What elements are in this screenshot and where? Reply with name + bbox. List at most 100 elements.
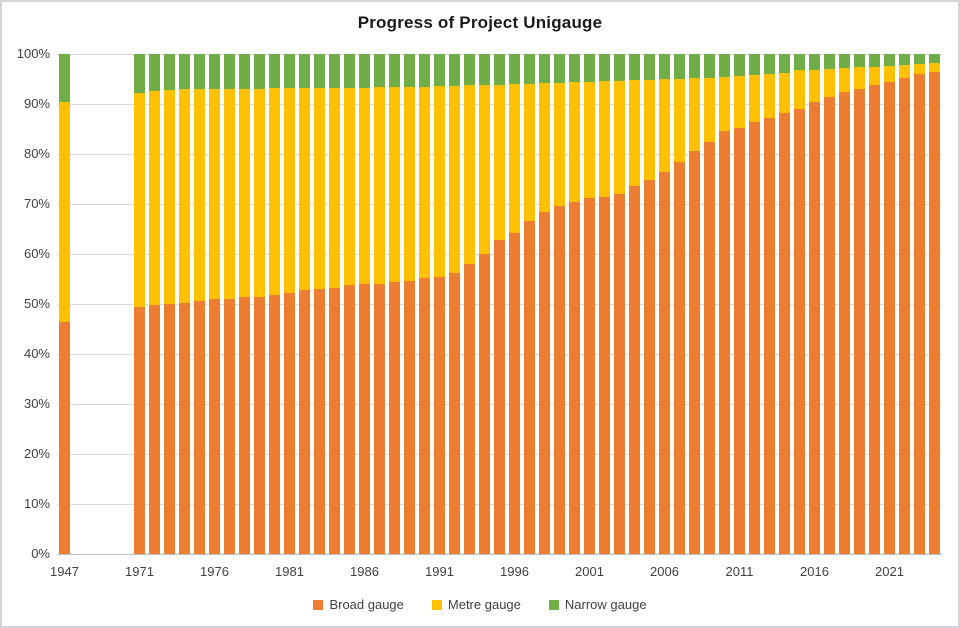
- bar-1984-metre-gauge: [329, 87, 340, 288]
- bar-2017-metre-gauge: [824, 68, 835, 97]
- bar-2005-metre-gauge: [644, 79, 655, 180]
- bar-1985-metre-gauge: [344, 87, 355, 285]
- bar-1971: [134, 54, 145, 554]
- bar-1996: [509, 54, 520, 554]
- bar-1979: [254, 54, 265, 554]
- x-tick-label-1981: 1981: [275, 564, 304, 579]
- bar-2020: [869, 54, 880, 554]
- bar-2000-broad-gauge: [569, 202, 580, 554]
- bar-2023-metre-gauge: [914, 64, 925, 74]
- bar-1974-metre-gauge: [179, 89, 190, 303]
- bar-2000-metre-gauge: [569, 82, 580, 202]
- x-tick-label-1986: 1986: [350, 564, 379, 579]
- bar-1994-metre-gauge: [479, 84, 490, 254]
- bar-2002: [599, 54, 610, 554]
- x-tick-label-1947: 1947: [50, 564, 79, 579]
- bar-2016-narrow-gauge: [809, 54, 820, 70]
- bar-2012-broad-gauge: [749, 122, 760, 554]
- bar-2003-narrow-gauge: [614, 54, 625, 81]
- bar-1990-broad-gauge: [419, 278, 430, 554]
- legend-label-metre-gauge: Metre gauge: [447, 597, 521, 612]
- bar-1985-narrow-gauge: [344, 54, 355, 88]
- bar-1982-broad-gauge: [299, 290, 310, 554]
- bar-2002-metre-gauge: [599, 81, 610, 197]
- x-tick-label-2001: 2001: [575, 564, 604, 579]
- bar-2017-narrow-gauge: [824, 54, 835, 69]
- bar-1992: [449, 54, 460, 554]
- bar-1995-broad-gauge: [494, 240, 505, 554]
- bar-1994-narrow-gauge: [479, 54, 490, 85]
- bar-2015: [794, 54, 805, 554]
- bar-1984-narrow-gauge: [329, 54, 340, 88]
- bar-1991-broad-gauge: [434, 276, 445, 554]
- bar-2011-broad-gauge: [734, 127, 745, 554]
- bar-1947-metre-gauge: [59, 102, 70, 322]
- plot-area: [57, 54, 942, 555]
- bar-1975-metre-gauge: [194, 88, 205, 301]
- bar-2019-broad-gauge: [854, 89, 865, 554]
- bar-2005: [644, 54, 655, 554]
- bar-1984-broad-gauge: [329, 288, 340, 554]
- bar-2021-narrow-gauge: [884, 54, 895, 66]
- bar-1998-metre-gauge: [539, 83, 550, 212]
- bar-1991-narrow-gauge: [434, 54, 445, 86]
- legend-label-narrow-gauge: Narrow gauge: [564, 597, 647, 612]
- bar-2012-narrow-gauge: [749, 54, 760, 75]
- bar-1977: [224, 54, 235, 554]
- bar-2006-metre-gauge: [659, 79, 670, 172]
- bar-1947: [59, 54, 70, 554]
- bar-2015-broad-gauge: [794, 109, 805, 554]
- bar-2008: [689, 54, 700, 554]
- bar-1973-narrow-gauge: [164, 54, 175, 90]
- bar-2008-metre-gauge: [689, 78, 700, 151]
- bar-1997: [524, 54, 535, 554]
- bar-1989-narrow-gauge: [404, 54, 415, 87]
- y-tick-label-90%: 90%: [23, 96, 50, 111]
- bar-1980: [269, 54, 280, 554]
- bar-1991-metre-gauge: [434, 86, 445, 277]
- legend-item-metre-gauge: Metre gauge: [431, 597, 521, 612]
- y-tick-label-0%: 0%: [31, 546, 50, 561]
- bar-2007-narrow-gauge: [674, 54, 685, 79]
- bar-2014-metre-gauge: [779, 73, 790, 113]
- bar-1985: [344, 54, 355, 554]
- legend-item-broad-gauge: Broad gauge: [313, 597, 404, 612]
- bar-1992-metre-gauge: [449, 85, 460, 273]
- bar-1995-metre-gauge: [494, 84, 505, 240]
- bar-1992-broad-gauge: [449, 273, 460, 554]
- bar-1978-narrow-gauge: [239, 54, 250, 89]
- y-tick-label-50%: 50%: [23, 296, 50, 311]
- bar-1972-narrow-gauge: [149, 54, 160, 91]
- bar-1993-broad-gauge: [464, 264, 475, 554]
- bar-2006-narrow-gauge: [659, 54, 670, 79]
- bar-2002-narrow-gauge: [599, 54, 610, 81]
- bar-1981-metre-gauge: [284, 88, 295, 293]
- y-tick-label-100%: 100%: [16, 46, 50, 61]
- bar-2000: [569, 54, 580, 554]
- bar-2021-metre-gauge: [884, 66, 895, 82]
- bar-2024-broad-gauge: [929, 71, 940, 554]
- bar-1993: [464, 54, 475, 554]
- bar-1982-metre-gauge: [299, 88, 310, 290]
- bar-1997-metre-gauge: [524, 83, 535, 221]
- bar-1998: [539, 54, 550, 554]
- bar-1987-broad-gauge: [374, 283, 385, 554]
- bar-2024-metre-gauge: [929, 63, 940, 72]
- bar-2013: [764, 54, 775, 554]
- x-tick-label-2011: 2011: [725, 564, 754, 579]
- bar-2018-broad-gauge: [839, 91, 850, 554]
- bar-2002-broad-gauge: [599, 197, 610, 554]
- bar-2004: [629, 54, 640, 554]
- bar-2009: [704, 54, 715, 554]
- bar-2023-broad-gauge: [914, 74, 925, 554]
- bar-2018-metre-gauge: [839, 67, 850, 92]
- broad-gauge-swatch-icon: [313, 599, 324, 610]
- bar-2010-broad-gauge: [719, 131, 730, 554]
- bar-1974-broad-gauge: [179, 302, 190, 554]
- legend-label-broad-gauge: Broad gauge: [329, 597, 404, 612]
- bar-2023: [914, 54, 925, 554]
- x-tick-label-1971: 1971: [125, 564, 154, 579]
- bar-1972-broad-gauge: [149, 305, 160, 554]
- bar-2013-metre-gauge: [764, 74, 775, 118]
